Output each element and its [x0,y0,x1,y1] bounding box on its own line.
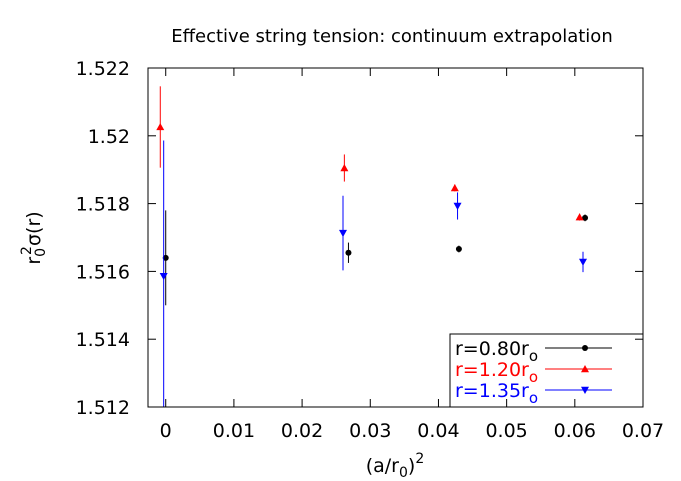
y-axis-label: r02σ(r) [19,211,49,264]
x-label-sup: 2 [415,451,424,467]
marker [450,184,459,192]
marker [581,386,589,394]
marker [582,214,589,221]
plot-frame [147,67,644,408]
y-label-part: r [23,257,45,265]
marker [575,213,584,221]
marker [156,122,165,131]
x-tick-label: 0.05 [485,420,527,442]
legend-label: r=1.20ro [455,359,538,386]
x-tick-label: 0.07 [622,420,664,442]
marker [339,229,347,238]
legend-label: r=1.35ro [455,380,538,407]
legend-sub: o [529,368,538,386]
y-label-sub: 0 [33,248,49,257]
marker [162,254,169,261]
marker [453,202,462,210]
legend-box [449,333,644,408]
chart-title: Effective string tension: continuum extr… [171,26,612,47]
marker [581,365,589,373]
marker [159,272,168,281]
legend-label: r=0.80ro [455,338,538,365]
x-label-part: ) [408,455,415,477]
x-label-sub: 0 [399,465,408,477]
y-label-part: σ(r) [23,211,45,246]
x-axis-label: (a/r0)2 [366,451,425,477]
x-tick-label: 0.01 [213,420,255,442]
legend-sub: o [529,389,538,407]
legend-sub: o [529,347,538,365]
plot-area [156,86,589,407]
x-tick-label: 0.02 [281,420,323,442]
legend-name: r=0.80r [455,338,529,360]
legend-name: r=1.20r [455,359,529,381]
y-tick-label: 1.516 [76,261,130,283]
marker [582,345,588,351]
x-tick-label: 0 [160,420,172,442]
y-tick-label: 1.518 [76,194,130,216]
marker [345,249,352,256]
x-tick-label: 0.06 [554,420,596,442]
y-tick-label: 1.514 [76,329,130,351]
marker [340,164,349,172]
x-label-part: (a/r [366,455,399,477]
y-tick-label: 1.512 [76,397,130,419]
y-tick-label: 1.52 [88,126,130,148]
x-tick-label: 0.03 [349,420,391,442]
legend-name: r=1.35r [455,380,529,402]
y-tick-label: 1.522 [76,58,130,80]
x-tick-label: 0.04 [417,420,459,442]
y-label-sup: 2 [19,246,35,255]
marker [579,258,587,266]
marker [455,246,462,253]
